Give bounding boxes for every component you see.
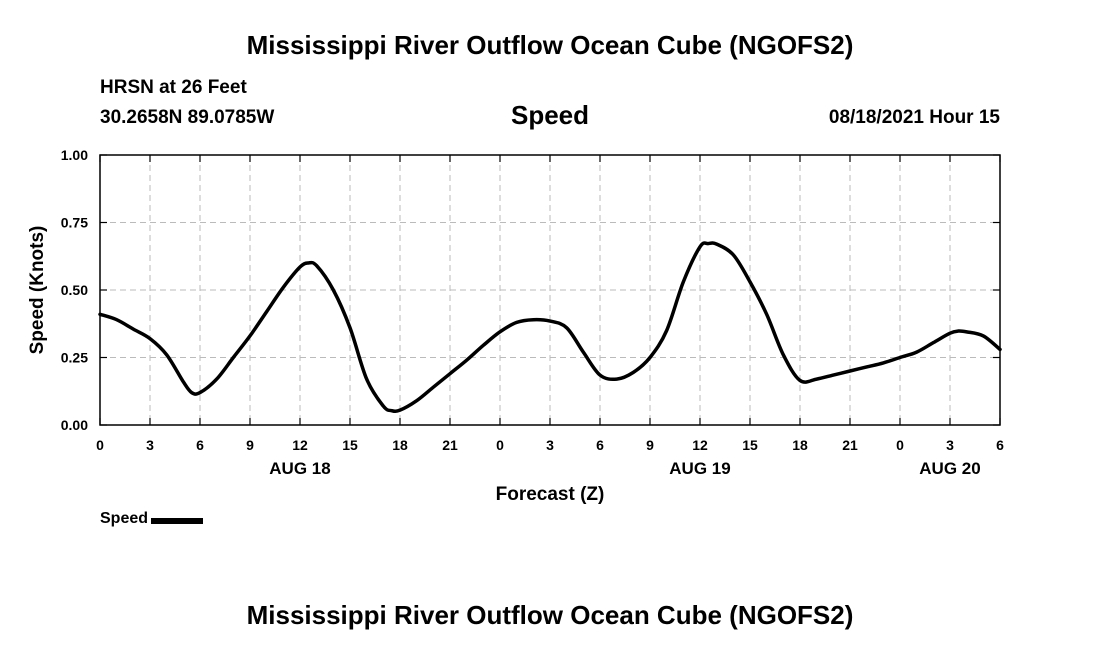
x-tick-label: 15 bbox=[742, 437, 758, 453]
x-tick-label: 0 bbox=[496, 437, 504, 453]
y-tick-label: 1.00 bbox=[61, 147, 88, 163]
date-label: AUG 18 bbox=[269, 459, 330, 478]
y-tick-label: 0.25 bbox=[61, 350, 88, 366]
coordinates-label: 30.2658N 89.0785W bbox=[100, 107, 275, 128]
legend-swatch bbox=[151, 517, 204, 524]
x-tick-label: 3 bbox=[546, 437, 554, 453]
y-axis-label: Speed (Knots) bbox=[27, 226, 48, 355]
station-label: HRSN at 26 Feet bbox=[100, 77, 247, 98]
x-tick-label: 9 bbox=[246, 437, 254, 453]
y-tick-label: 0.75 bbox=[61, 215, 88, 231]
axis-ticks bbox=[99, 154, 1001, 426]
x-tick-label: 18 bbox=[792, 437, 808, 453]
y-tick-labels: 0.00 0.25 0.50 0.75 1.00 bbox=[61, 147, 88, 433]
chart-title: Mississippi River Outflow Ocean Cube (NG… bbox=[246, 30, 854, 60]
grid-lines bbox=[100, 155, 1000, 425]
date-labels: AUG 18 AUG 19 AUG 20 bbox=[269, 459, 980, 478]
x-axis-label: Forecast (Z) bbox=[496, 484, 605, 505]
x-tick-label: 21 bbox=[842, 437, 858, 453]
x-tick-label: 0 bbox=[896, 437, 904, 453]
datetime-label: 08/18/2021 Hour 15 bbox=[828, 107, 1000, 128]
legend: Speed bbox=[100, 510, 204, 528]
legend-label: Speed bbox=[100, 510, 149, 527]
date-label: AUG 20 bbox=[919, 459, 980, 478]
footer-title: Mississippi River Outflow Ocean Cube (NG… bbox=[246, 600, 854, 630]
x-tick-labels: 0 3 6 9 12 15 18 21 0 3 6 9 12 15 18 21 0 3 6 bbox=[96, 437, 1004, 453]
x-tick-label: 12 bbox=[692, 437, 708, 453]
date-label: AUG 19 bbox=[669, 459, 730, 478]
x-tick-label: 9 bbox=[646, 437, 654, 453]
x-tick-label: 21 bbox=[442, 437, 458, 453]
x-tick-label: 6 bbox=[596, 437, 604, 453]
y-tick-label: 0.00 bbox=[61, 417, 88, 433]
x-tick-label: 3 bbox=[146, 437, 154, 453]
x-tick-label: 6 bbox=[996, 437, 1004, 453]
variable-label: Speed bbox=[510, 100, 590, 130]
speed-series-line bbox=[98, 241, 1002, 414]
x-tick-label: 18 bbox=[392, 437, 408, 453]
y-tick-label: 0.50 bbox=[61, 282, 88, 298]
x-tick-label: 12 bbox=[292, 437, 308, 453]
x-tick-label: 0 bbox=[96, 437, 104, 453]
x-tick-label: 6 bbox=[196, 437, 204, 453]
x-tick-label: 15 bbox=[342, 437, 358, 453]
x-tick-label: 3 bbox=[946, 437, 954, 453]
